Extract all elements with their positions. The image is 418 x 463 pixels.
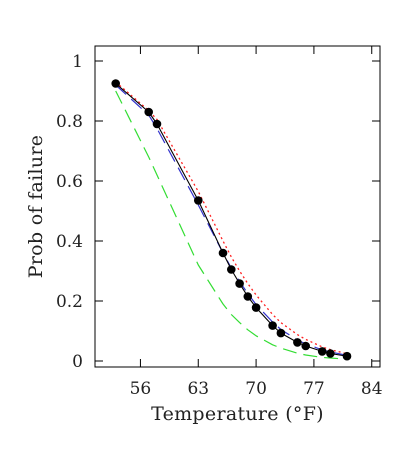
y-tick-label: 1 xyxy=(72,52,83,72)
series-2-line xyxy=(115,84,348,356)
data-point xyxy=(111,79,120,88)
ticks-layer: 56 63 70 77 84 0 0.2 0.4 0.6 0.8 1 xyxy=(56,46,383,399)
data-point xyxy=(194,196,203,205)
data-point xyxy=(227,265,236,274)
data-point xyxy=(342,351,352,361)
data-point xyxy=(152,119,162,129)
data-point xyxy=(276,328,286,338)
data-point xyxy=(235,279,244,288)
series-4-line xyxy=(115,90,348,360)
x-tick-label: 70 xyxy=(245,379,267,399)
series-1-line xyxy=(115,83,348,357)
x-tick-label: 77 xyxy=(303,379,325,399)
y-tick-label: 0.4 xyxy=(56,232,83,252)
data-point xyxy=(293,338,302,347)
series-layer xyxy=(115,81,348,360)
series-3-line xyxy=(115,81,348,355)
data-point xyxy=(268,321,277,330)
plot-frame xyxy=(94,45,381,368)
y-tick-label: 0.8 xyxy=(56,112,83,132)
data-point xyxy=(326,349,335,358)
y-tick-label: 0 xyxy=(72,352,83,372)
data-point xyxy=(251,303,261,312)
marker-layer xyxy=(111,79,352,361)
x-tick-label: 84 xyxy=(361,379,383,399)
data-point xyxy=(144,107,153,117)
y-axis-label: Prob of failure xyxy=(25,135,47,279)
x-axis-label: Temperature (°F) xyxy=(151,403,324,425)
x-tick-label: 63 xyxy=(187,379,209,399)
data-point xyxy=(218,248,228,258)
data-point xyxy=(301,341,311,351)
y-tick-label: 0.2 xyxy=(56,292,83,312)
y-tick-label: 0.6 xyxy=(56,172,83,192)
data-point xyxy=(317,347,327,356)
x-tick-label: 56 xyxy=(130,379,152,399)
data-point xyxy=(243,292,253,301)
